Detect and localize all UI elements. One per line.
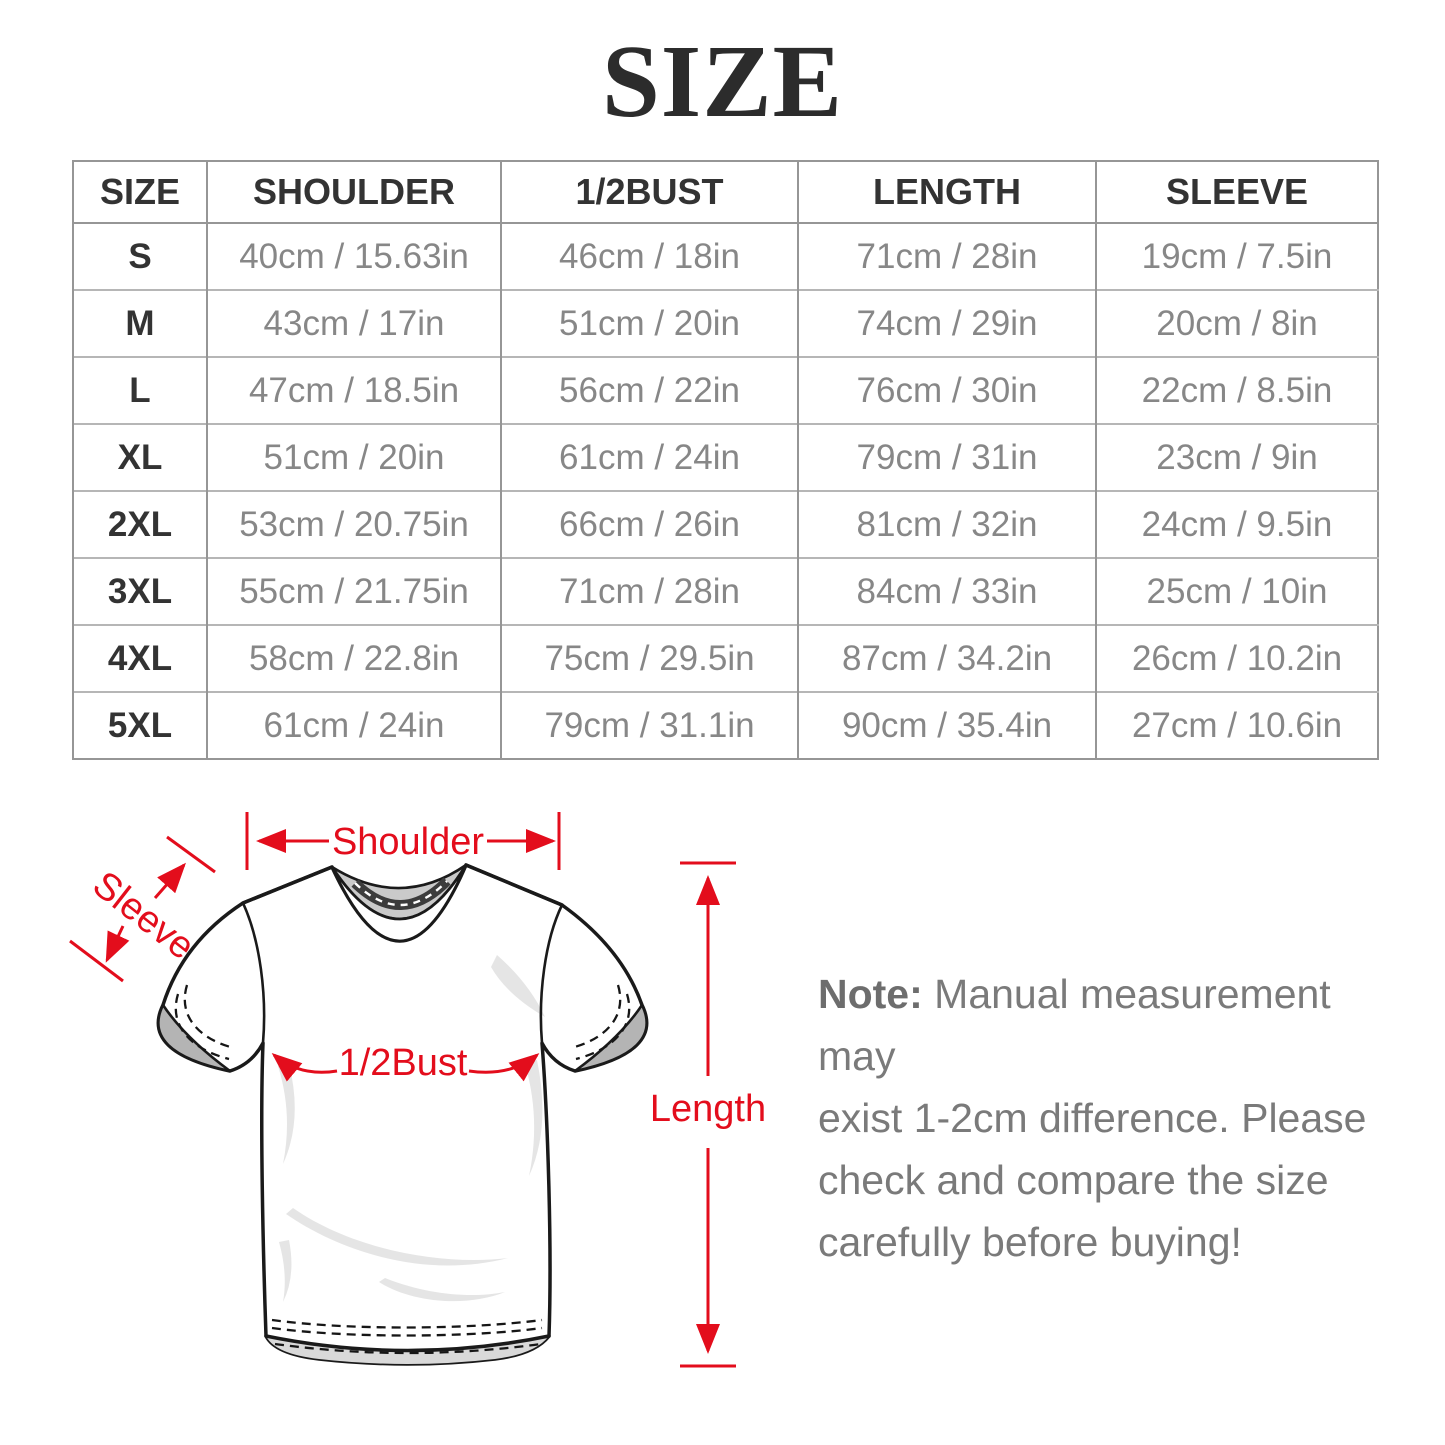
cell-shoulder: 61cm / 24in xyxy=(206,691,501,759)
cell-length: 87cm / 34.2in xyxy=(797,624,1096,692)
cell-length: 84cm / 33in xyxy=(797,557,1096,625)
cell-sleeve: 26cm / 10.2in xyxy=(1095,624,1378,692)
tshirt-graphic xyxy=(156,863,649,1366)
cell-length: 76cm / 30in xyxy=(797,356,1096,424)
note-line: check and compare the size xyxy=(818,1157,1329,1203)
cell-length: 74cm / 29in xyxy=(797,289,1096,357)
cell-halfbust: 79cm / 31.1in xyxy=(500,691,798,759)
cell-shoulder: 43cm / 17in xyxy=(206,289,501,357)
table-row: M 43cm / 17in 51cm / 20in 74cm / 29in 20… xyxy=(72,289,1378,357)
table-row: XL 51cm / 20in 61cm / 24in 79cm / 31in 2… xyxy=(72,423,1378,491)
cell-length: 71cm / 28in xyxy=(797,222,1096,290)
cell-length: 90cm / 35.4in xyxy=(797,691,1096,759)
cell-size: 2XL xyxy=(72,490,207,558)
cell-size: XL xyxy=(72,423,207,491)
cell-sleeve: 23cm / 9in xyxy=(1095,423,1378,491)
cell-halfbust: 75cm / 29.5in xyxy=(500,624,798,692)
cell-shoulder: 51cm / 20in xyxy=(206,423,501,491)
cell-sleeve: 19cm / 7.5in xyxy=(1095,222,1378,290)
cell-sleeve: 24cm / 9.5in xyxy=(1095,490,1378,558)
sleeve-label: Sleeve xyxy=(85,863,202,968)
shoulder-annotation: Shoulder xyxy=(245,812,561,870)
note-line: exist 1-2cm difference. Please xyxy=(818,1095,1367,1141)
left-sleeve-hem xyxy=(157,984,235,1073)
table-row: 4XL 58cm / 22.8in 75cm / 29.5in 87cm / 3… xyxy=(72,624,1378,692)
table-row: S 40cm / 15.63in 46cm / 18in 71cm / 28in… xyxy=(72,222,1378,290)
cell-shoulder: 47cm / 18.5in xyxy=(206,356,501,424)
cell-sleeve: 25cm / 10in xyxy=(1095,557,1378,625)
half-bust-annotation: 1/2Bust xyxy=(271,1042,540,1084)
tshirt-measurement-diagram: Shoulder Sleeve 1/2Bust Length xyxy=(69,812,766,1368)
cell-size: M xyxy=(72,289,207,357)
wrinkle-shading xyxy=(525,1060,543,1176)
wrinkle-shading xyxy=(286,1208,508,1266)
cell-halfbust: 46cm / 18in xyxy=(500,222,798,290)
cell-size: L xyxy=(72,356,207,424)
table-row: 2XL 53cm / 20.75in 66cm / 26in 81cm / 32… xyxy=(72,490,1378,558)
right-sleeve-hem xyxy=(570,984,648,1073)
column-header-shoulder: SHOULDER xyxy=(206,161,501,223)
table-row: L 47cm / 18.5in 56cm / 22in 76cm / 30in … xyxy=(72,356,1378,424)
table-row: 3XL 55cm / 21.75in 71cm / 28in 84cm / 33… xyxy=(72,557,1378,625)
wrinkle-shading xyxy=(379,1278,505,1302)
note-line: carefully before buying! xyxy=(818,1219,1242,1265)
cell-sleeve: 20cm / 8in xyxy=(1095,289,1378,357)
column-header-length: LENGTH xyxy=(797,161,1096,223)
cell-shoulder: 58cm / 22.8in xyxy=(206,624,501,692)
cell-halfbust: 71cm / 28in xyxy=(500,557,798,625)
cell-size: 3XL xyxy=(72,557,207,625)
cell-halfbust: 61cm / 24in xyxy=(500,423,798,491)
cell-halfbust: 51cm / 20in xyxy=(500,289,798,357)
cell-halfbust: 56cm / 22in xyxy=(500,356,798,424)
column-header-size: SIZE xyxy=(72,161,207,223)
table-header-row: SIZE SHOULDER 1/2BUST LENGTH SLEEVE xyxy=(72,161,1378,223)
wrinkle-shading xyxy=(491,955,545,1017)
shoulder-label: Shoulder xyxy=(332,821,484,863)
column-header-sleeve: SLEEVE xyxy=(1095,161,1378,223)
note-text: Note: Manual measurement may exist 1-2cm… xyxy=(818,963,1398,1273)
cell-shoulder: 40cm / 15.63in xyxy=(206,222,501,290)
cell-size: S xyxy=(72,222,207,290)
bottom-hem xyxy=(264,1318,551,1364)
note-line: Note: Manual measurement may xyxy=(818,971,1331,1079)
cell-size: 4XL xyxy=(72,624,207,692)
cell-halfbust: 66cm / 26in xyxy=(500,490,798,558)
table-row: 5XL 61cm / 24in 79cm / 31.1in 90cm / 35.… xyxy=(72,691,1378,759)
page-title: SIZE xyxy=(601,24,844,139)
cell-length: 81cm / 32in xyxy=(797,490,1096,558)
cell-sleeve: 27cm / 10.6in xyxy=(1095,691,1378,759)
size-table: SIZE SHOULDER 1/2BUST LENGTH SLEEVE S 40… xyxy=(72,160,1379,760)
half-bust-label: 1/2Bust xyxy=(339,1042,468,1084)
cell-length: 79cm / 31in xyxy=(797,423,1096,491)
cell-shoulder: 53cm / 20.75in xyxy=(206,490,501,558)
note-label: Note: xyxy=(818,971,923,1017)
cell-sleeve: 22cm / 8.5in xyxy=(1095,356,1378,424)
cell-size: 5XL xyxy=(72,691,207,759)
length-annotation: Length xyxy=(650,861,766,1368)
wrinkle-shading xyxy=(278,1064,295,1164)
cell-shoulder: 55cm / 21.75in xyxy=(206,557,501,625)
column-header-halfbust: 1/2BUST xyxy=(500,161,798,223)
length-label: Length xyxy=(650,1088,766,1130)
wrinkle-shading xyxy=(279,1240,292,1302)
